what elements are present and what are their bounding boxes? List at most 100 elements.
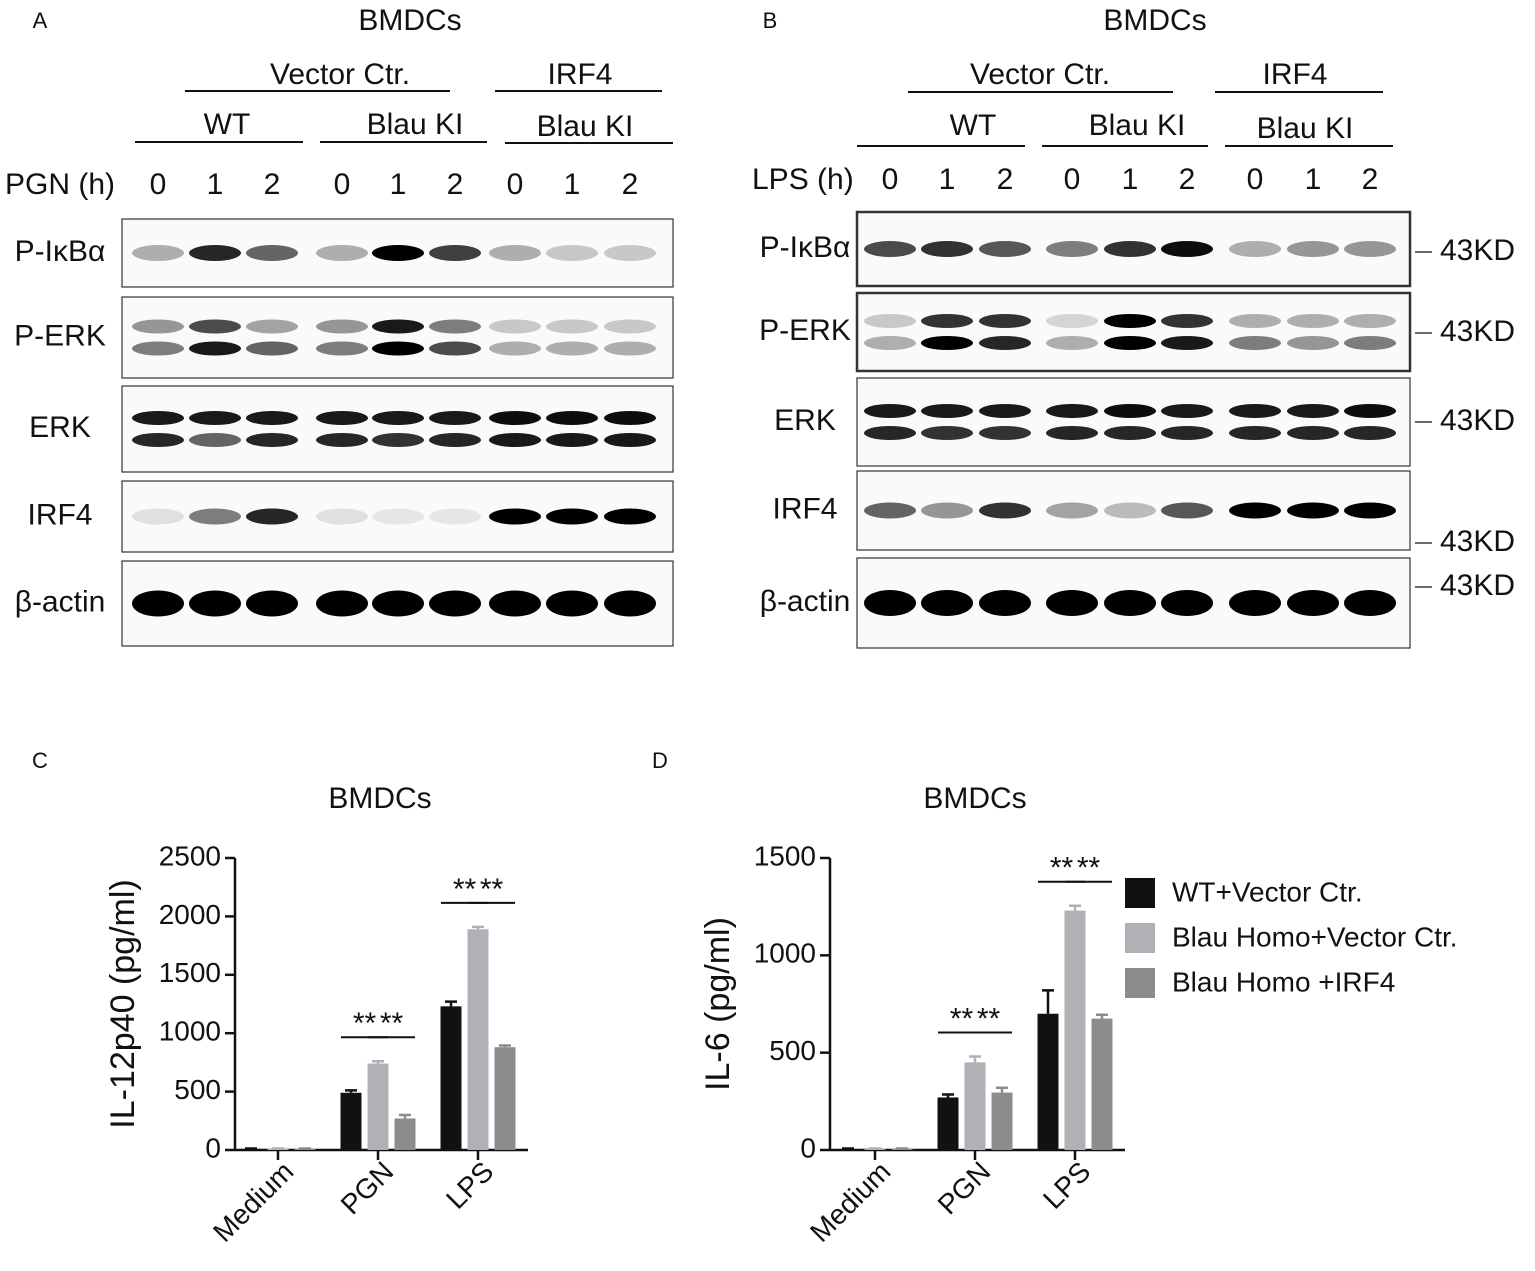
blot-band <box>921 336 973 350</box>
x-tick-label: LPS <box>1037 1156 1096 1215</box>
blot-band <box>1344 314 1396 328</box>
blot-band <box>1344 241 1396 257</box>
bar <box>394 1118 416 1150</box>
blot-band <box>1287 314 1339 328</box>
blot-band <box>1104 590 1156 616</box>
y-tick-label: 2500 <box>159 840 221 871</box>
blot-frame <box>856 377 1411 467</box>
blot-band <box>604 433 656 447</box>
blot-row-label: β-actin <box>15 585 106 618</box>
blot-band <box>316 245 368 261</box>
time-label: 2 <box>1179 163 1196 196</box>
blot-band <box>316 508 368 525</box>
blot-band <box>132 411 184 425</box>
time-label: 1 <box>1305 163 1322 196</box>
blot-row-label: β-actin <box>760 585 851 618</box>
blot-band <box>1161 426 1213 440</box>
error-bar <box>399 1113 411 1119</box>
blot-band <box>189 433 241 447</box>
error-bar <box>472 925 484 930</box>
subgroup-label: Blau KI <box>1089 109 1186 142</box>
group-label: Vector Ctr. <box>270 58 410 91</box>
blot-band <box>489 341 541 356</box>
y-tick-label: 2000 <box>159 899 221 930</box>
blot-band <box>1046 314 1098 328</box>
blot-band <box>489 433 541 447</box>
blot-band <box>132 341 184 356</box>
blot-band <box>1161 502 1213 519</box>
blot-band <box>489 319 541 334</box>
blot-band <box>1229 590 1281 616</box>
blot-band <box>1287 590 1339 616</box>
blot-band <box>546 433 598 447</box>
bar <box>440 1006 462 1150</box>
blot-band <box>864 336 916 350</box>
blot-band <box>1287 404 1339 418</box>
bar <box>340 1092 362 1150</box>
blot-band <box>1229 241 1281 257</box>
blot-band <box>546 508 598 525</box>
time-label: 1 <box>1122 163 1139 196</box>
x-tick-label: PGN <box>335 1156 400 1221</box>
bar <box>1091 1018 1113 1150</box>
blot-band <box>372 319 424 334</box>
blot-band <box>429 245 481 261</box>
error-bar <box>842 1147 854 1150</box>
chart-title: BMDCs <box>328 782 431 815</box>
time-label: 2 <box>997 163 1014 196</box>
significance-label: ** <box>480 873 504 906</box>
legend-label: WT+Vector Ctr. <box>1172 876 1363 907</box>
legend-label: Blau Homo +IRF4 <box>1172 966 1395 997</box>
time-label: 2 <box>264 168 281 201</box>
bar <box>991 1092 1013 1150</box>
blot-band <box>1287 241 1339 257</box>
time-label: 2 <box>447 168 464 201</box>
subgroup-label: Blau KI <box>1257 112 1354 145</box>
blot-band <box>246 590 298 617</box>
blot-band <box>489 245 541 261</box>
blot-band <box>189 411 241 425</box>
blot-band <box>1161 314 1213 328</box>
error-bar <box>445 1000 457 1007</box>
bar <box>494 1047 516 1150</box>
blot-frame <box>121 385 674 473</box>
blot-band <box>979 241 1031 257</box>
blot-band <box>1046 590 1098 616</box>
blot-band <box>372 411 424 425</box>
blot-band <box>1287 426 1339 440</box>
time-label: 1 <box>390 168 407 201</box>
blot-band <box>489 508 541 525</box>
blot-row-label: P-IκBα <box>760 231 851 264</box>
time-label: 2 <box>622 168 639 201</box>
significance-label: ** <box>1077 852 1101 885</box>
blot-band <box>546 341 598 356</box>
error-bar <box>1042 989 1054 1014</box>
panel-letter: B <box>763 8 778 33</box>
y-tick-label: 500 <box>769 1035 816 1066</box>
error-bar <box>996 1086 1008 1093</box>
blot-band <box>372 590 424 617</box>
blot-band <box>1161 241 1213 257</box>
blot-band <box>1104 404 1156 418</box>
blot-band <box>316 433 368 447</box>
blot-band <box>132 508 184 525</box>
blot-band <box>1046 426 1098 440</box>
bar <box>1037 1013 1059 1150</box>
time-label: 0 <box>882 163 899 196</box>
blot-band <box>604 319 656 334</box>
error-bar <box>1096 1013 1108 1019</box>
error-bar <box>345 1089 357 1093</box>
blot-band <box>604 245 656 261</box>
time-label: 1 <box>939 163 956 196</box>
blot-band <box>189 508 241 525</box>
time-label: 1 <box>564 168 581 201</box>
blot-band <box>1104 336 1156 350</box>
subgroup-label: WT <box>204 108 251 141</box>
blot-band <box>372 341 424 356</box>
panel-letter: C <box>32 748 48 773</box>
blot-band <box>1104 502 1156 519</box>
blot-band <box>1104 241 1156 257</box>
blot-band <box>1161 336 1213 350</box>
time-label: 1 <box>207 168 224 201</box>
blot-band <box>429 433 481 447</box>
